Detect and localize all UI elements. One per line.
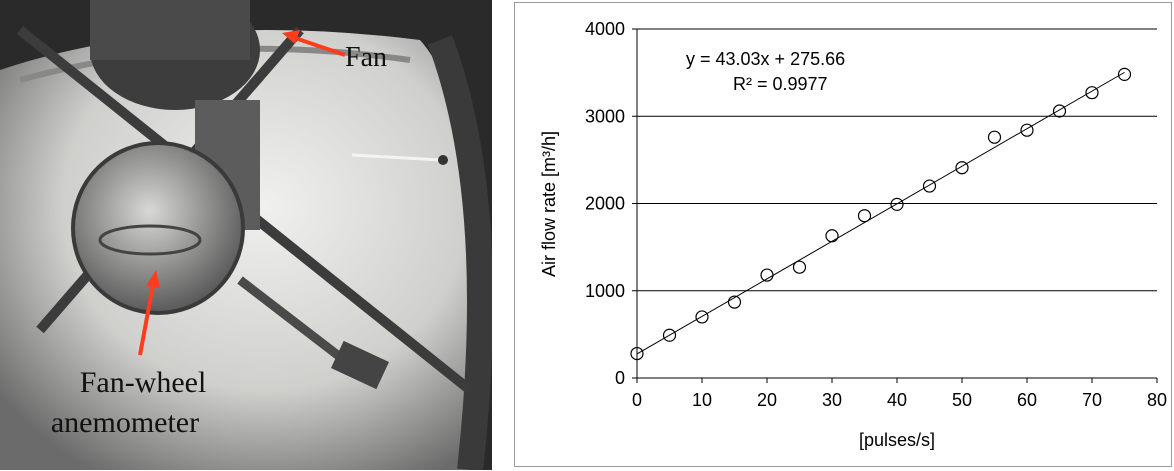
fan-photo-image: Fan Fan-wheel anemometer [0, 0, 492, 470]
x-tick-label: 20 [757, 390, 777, 410]
x-tick-label: 80 [1147, 390, 1167, 410]
trendline-equation: y = 43.03x + 275.66 [686, 49, 845, 69]
data-point [955, 161, 969, 175]
data-point [630, 346, 644, 361]
fan-photo: Fan Fan-wheel anemometer [0, 0, 492, 470]
data-point [922, 179, 937, 193]
data-points [630, 67, 1132, 361]
arrow-to-fan [282, 30, 346, 57]
data-point [825, 229, 839, 243]
data-point [695, 310, 709, 324]
data-point [857, 209, 872, 223]
y-tick-label: 0 [615, 368, 625, 388]
axes [632, 28, 1158, 383]
anemometer-label-line2: anemometer [51, 406, 199, 439]
x-tick-label: 0 [632, 390, 642, 410]
x-tick-label: 60 [1017, 390, 1037, 410]
data-point [987, 130, 1002, 144]
data-point [1020, 123, 1034, 137]
y-tick-label: 3000 [585, 106, 625, 126]
data-point [1117, 67, 1132, 81]
arrow-to-anemometer [138, 270, 160, 356]
data-point [1085, 86, 1099, 100]
data-point [662, 328, 677, 342]
y-tick-label: 4000 [585, 19, 625, 39]
x-tick-label: 40 [887, 390, 907, 410]
data-point [727, 295, 742, 309]
tick-labels: 0 1000 2000 3000 4000 0 10 20 30 40 50 60 70 80 [585, 19, 1167, 410]
x-axis-label: [pulses/s] [859, 430, 935, 450]
fan-wheel-anemometer [71, 141, 245, 315]
r-squared-label: R² = 0.9977 [733, 74, 828, 94]
y-tick-label: 2000 [585, 194, 625, 214]
data-point [760, 268, 774, 282]
trendline-group [636, 71, 1125, 355]
air-flow-chart: 0 1000 2000 3000 4000 0 10 20 30 40 50 60 70 80 y = 4… [539, 19, 1167, 450]
data-point [890, 197, 904, 211]
data-point [1052, 104, 1067, 118]
data-point [792, 260, 807, 274]
x-tick-label: 10 [692, 390, 712, 410]
y-axis-label: Air flow rate [m³/h] [539, 131, 559, 277]
x-tick-label: 70 [1082, 390, 1102, 410]
fan-label: Fan [345, 42, 387, 73]
x-tick-label: 30 [822, 390, 842, 410]
anemometer-label-line1: Fan-wheel [80, 366, 207, 399]
x-tick-label: 50 [952, 390, 972, 410]
chart-panel: 0 1000 2000 3000 4000 0 10 20 30 40 50 60 70 80 y = 4… [514, 2, 1172, 467]
y-tick-label: 1000 [585, 281, 625, 301]
linear-trendline [636, 71, 1125, 355]
